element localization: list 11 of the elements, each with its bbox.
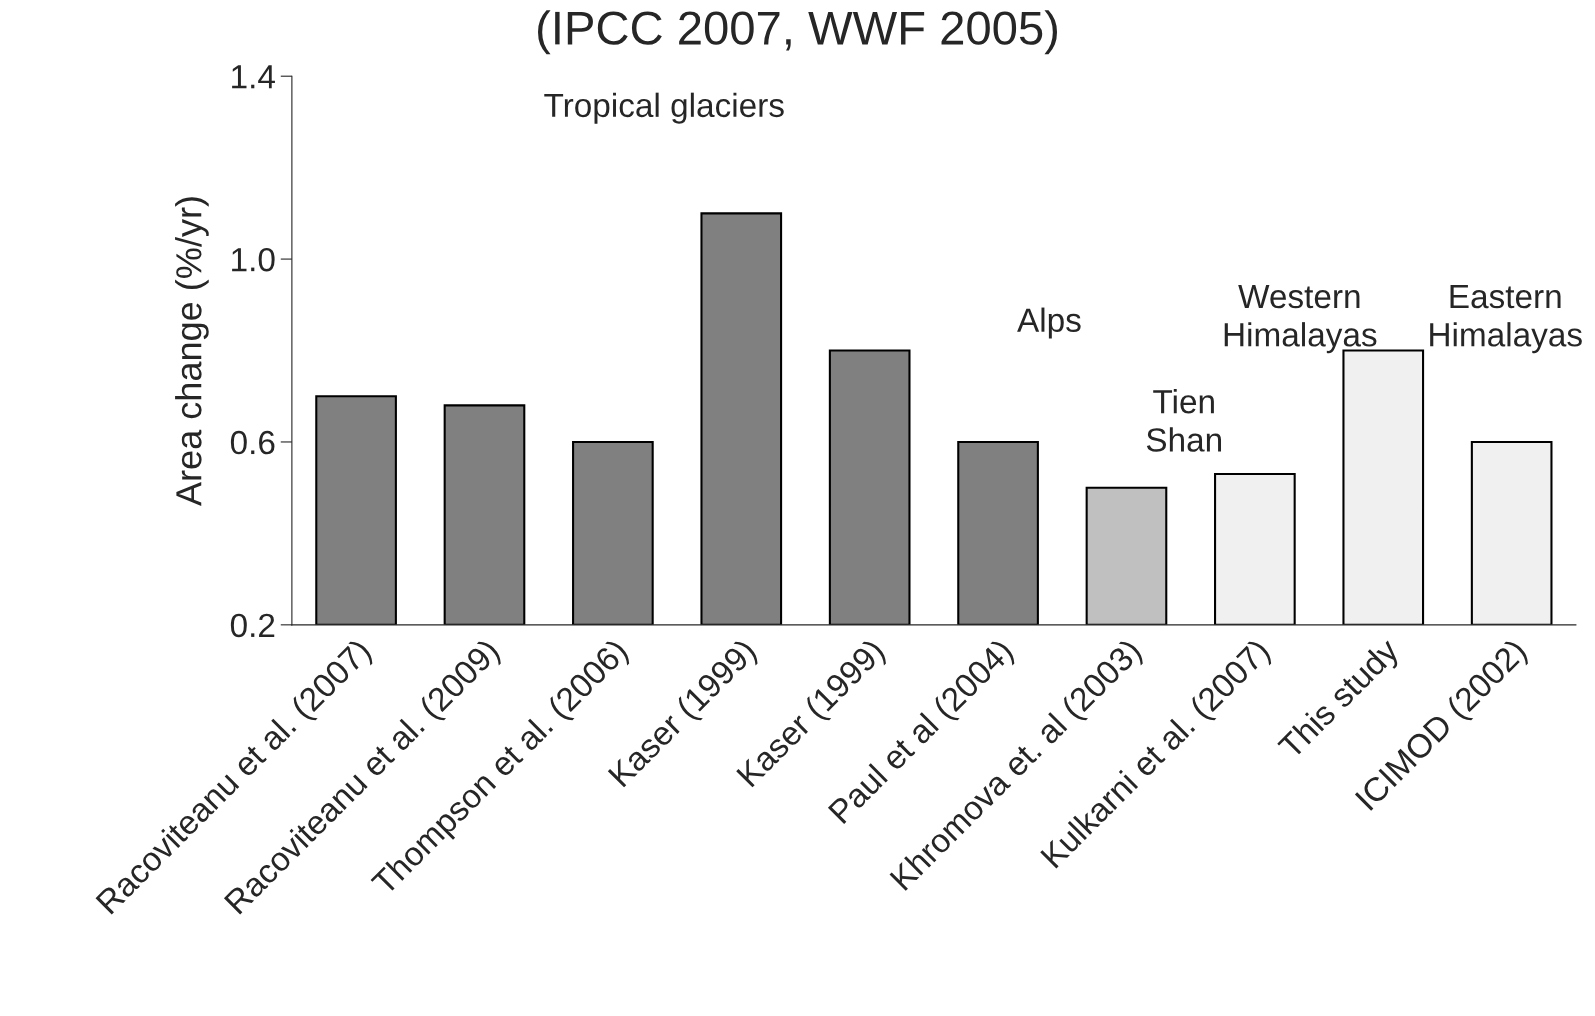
annotation: Western Himalayas — [1224, 285, 1377, 354]
annotation: Eastern Himalayas — [1430, 285, 1582, 354]
y-tick-label: 0.2 — [230, 613, 275, 638]
y-tick-label: 0.6 — [230, 430, 275, 455]
annotation: Tien Shan — [1146, 388, 1222, 452]
y-tick-label: 1.4 — [232, 65, 275, 89]
y-tick-label: 1.0 — [232, 247, 275, 272]
annotation: Tropical glaciers — [544, 92, 784, 124]
chart-title: (IPCC 2007, WWF 2005) — [538, 10, 1057, 55]
annotation: Alps — [1017, 307, 1081, 339]
y-axis-title: Area change (%/yr) — [175, 197, 209, 506]
